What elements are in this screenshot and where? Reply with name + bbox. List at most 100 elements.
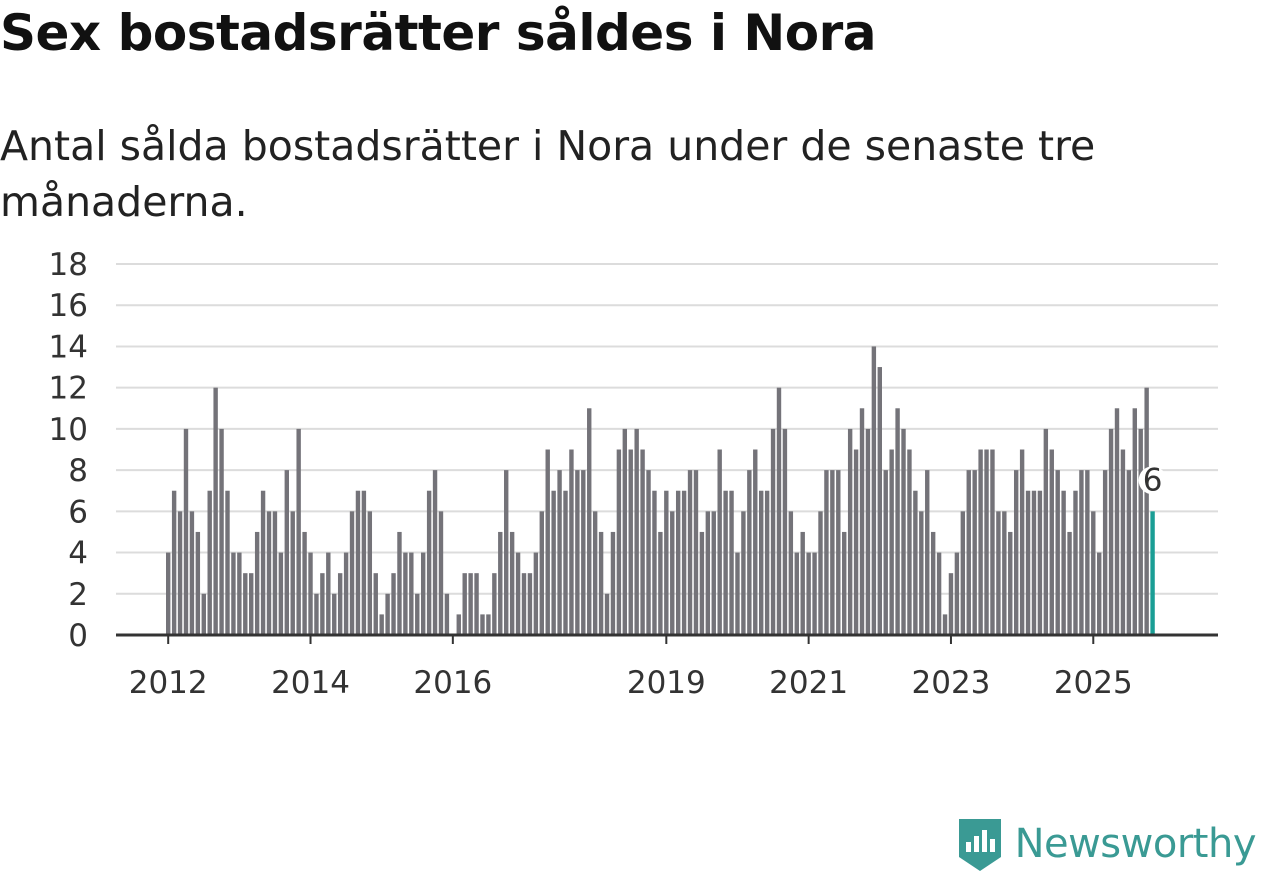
bar	[432, 470, 438, 635]
bar	[1120, 449, 1126, 635]
bar	[824, 470, 829, 635]
bar	[1108, 428, 1114, 635]
bar	[687, 470, 693, 635]
bar	[254, 531, 260, 635]
bar	[444, 593, 450, 635]
bar	[652, 490, 657, 635]
bar	[260, 490, 266, 635]
bar	[770, 428, 776, 635]
bar	[901, 428, 906, 635]
bar	[551, 490, 556, 635]
x-tick-label: 2012	[129, 665, 208, 701]
bar	[563, 490, 568, 635]
bar	[343, 552, 349, 635]
bar	[189, 511, 195, 635]
bar	[895, 408, 900, 635]
bar	[1025, 490, 1031, 635]
bar	[1008, 531, 1013, 635]
bar	[420, 552, 426, 635]
bar	[1091, 511, 1096, 635]
bar	[403, 552, 408, 635]
bar	[539, 511, 544, 635]
bar	[847, 428, 853, 635]
bar-chart: 0 2 4 6 8 10 12 14 16 18 2012 2014 2016 2019 2021 2023…	[49, 247, 1218, 701]
bar	[569, 449, 574, 635]
bar	[171, 490, 177, 635]
bar	[776, 387, 782, 635]
bar	[664, 490, 669, 635]
bar	[972, 470, 977, 635]
bar	[883, 470, 888, 635]
bar	[616, 449, 622, 635]
y-tick-label: 14	[49, 329, 88, 365]
highlight-value-label: 6	[1143, 462, 1163, 498]
bars	[166, 346, 1155, 635]
bar	[249, 573, 254, 635]
highlight-label-bg	[1138, 466, 1167, 495]
y-tick-label: 2	[68, 577, 88, 613]
bar	[1126, 470, 1132, 635]
bar	[409, 552, 414, 635]
bar	[646, 470, 651, 635]
bar	[753, 449, 758, 635]
bar	[213, 387, 218, 635]
bar	[308, 552, 313, 635]
bar	[960, 511, 966, 635]
bar	[231, 552, 236, 635]
bar	[201, 593, 206, 635]
newsworthy-logo-text: Newsworthy	[1014, 821, 1257, 867]
bar	[545, 449, 550, 635]
bar	[1144, 387, 1149, 635]
newsworthy-logo-icon	[958, 819, 1001, 871]
bar	[699, 531, 705, 635]
bar	[314, 593, 319, 635]
bar	[1055, 470, 1060, 635]
bar	[830, 470, 835, 635]
bar	[1102, 470, 1108, 635]
bar	[913, 490, 918, 635]
bar	[195, 531, 201, 635]
chart-subtitle: Antal sålda bostadsrätter i Nora under d…	[0, 122, 1096, 226]
bar	[474, 573, 479, 635]
y-tick-label: 8	[68, 453, 88, 489]
bar	[379, 614, 384, 635]
bar	[177, 511, 183, 635]
bar	[557, 470, 562, 635]
bar	[320, 573, 325, 635]
bar	[486, 614, 491, 635]
bar	[225, 490, 230, 635]
bar	[966, 470, 971, 635]
bar	[907, 449, 912, 635]
y-tick-label: 12	[49, 371, 88, 407]
bar	[794, 552, 799, 635]
bar	[747, 470, 752, 635]
bar	[575, 470, 580, 635]
x-tick-label: 2023	[912, 665, 991, 701]
bar	[1002, 511, 1007, 635]
x-axis-ticks: 2012 2014 2016 2019 2021 2023 2025	[129, 635, 1133, 701]
bar	[207, 490, 212, 635]
bar	[889, 449, 894, 635]
bar	[978, 449, 983, 635]
y-tick-label: 10	[49, 412, 88, 448]
bar	[877, 367, 882, 635]
y-tick-label: 18	[49, 247, 88, 283]
bar	[681, 490, 687, 635]
bar	[385, 593, 390, 635]
bar	[1061, 490, 1066, 635]
bar	[1031, 490, 1037, 635]
bar	[812, 552, 817, 635]
bar	[480, 614, 485, 635]
bar	[729, 490, 734, 635]
y-tick-label: 6	[68, 494, 88, 530]
bar	[818, 511, 823, 635]
bar	[183, 428, 189, 635]
bar	[373, 573, 378, 635]
bar	[332, 593, 337, 635]
bar	[361, 490, 367, 635]
bar	[438, 511, 444, 635]
bar	[290, 511, 295, 635]
bar	[456, 614, 461, 635]
y-tick-label: 16	[49, 288, 88, 324]
bar	[693, 470, 699, 635]
